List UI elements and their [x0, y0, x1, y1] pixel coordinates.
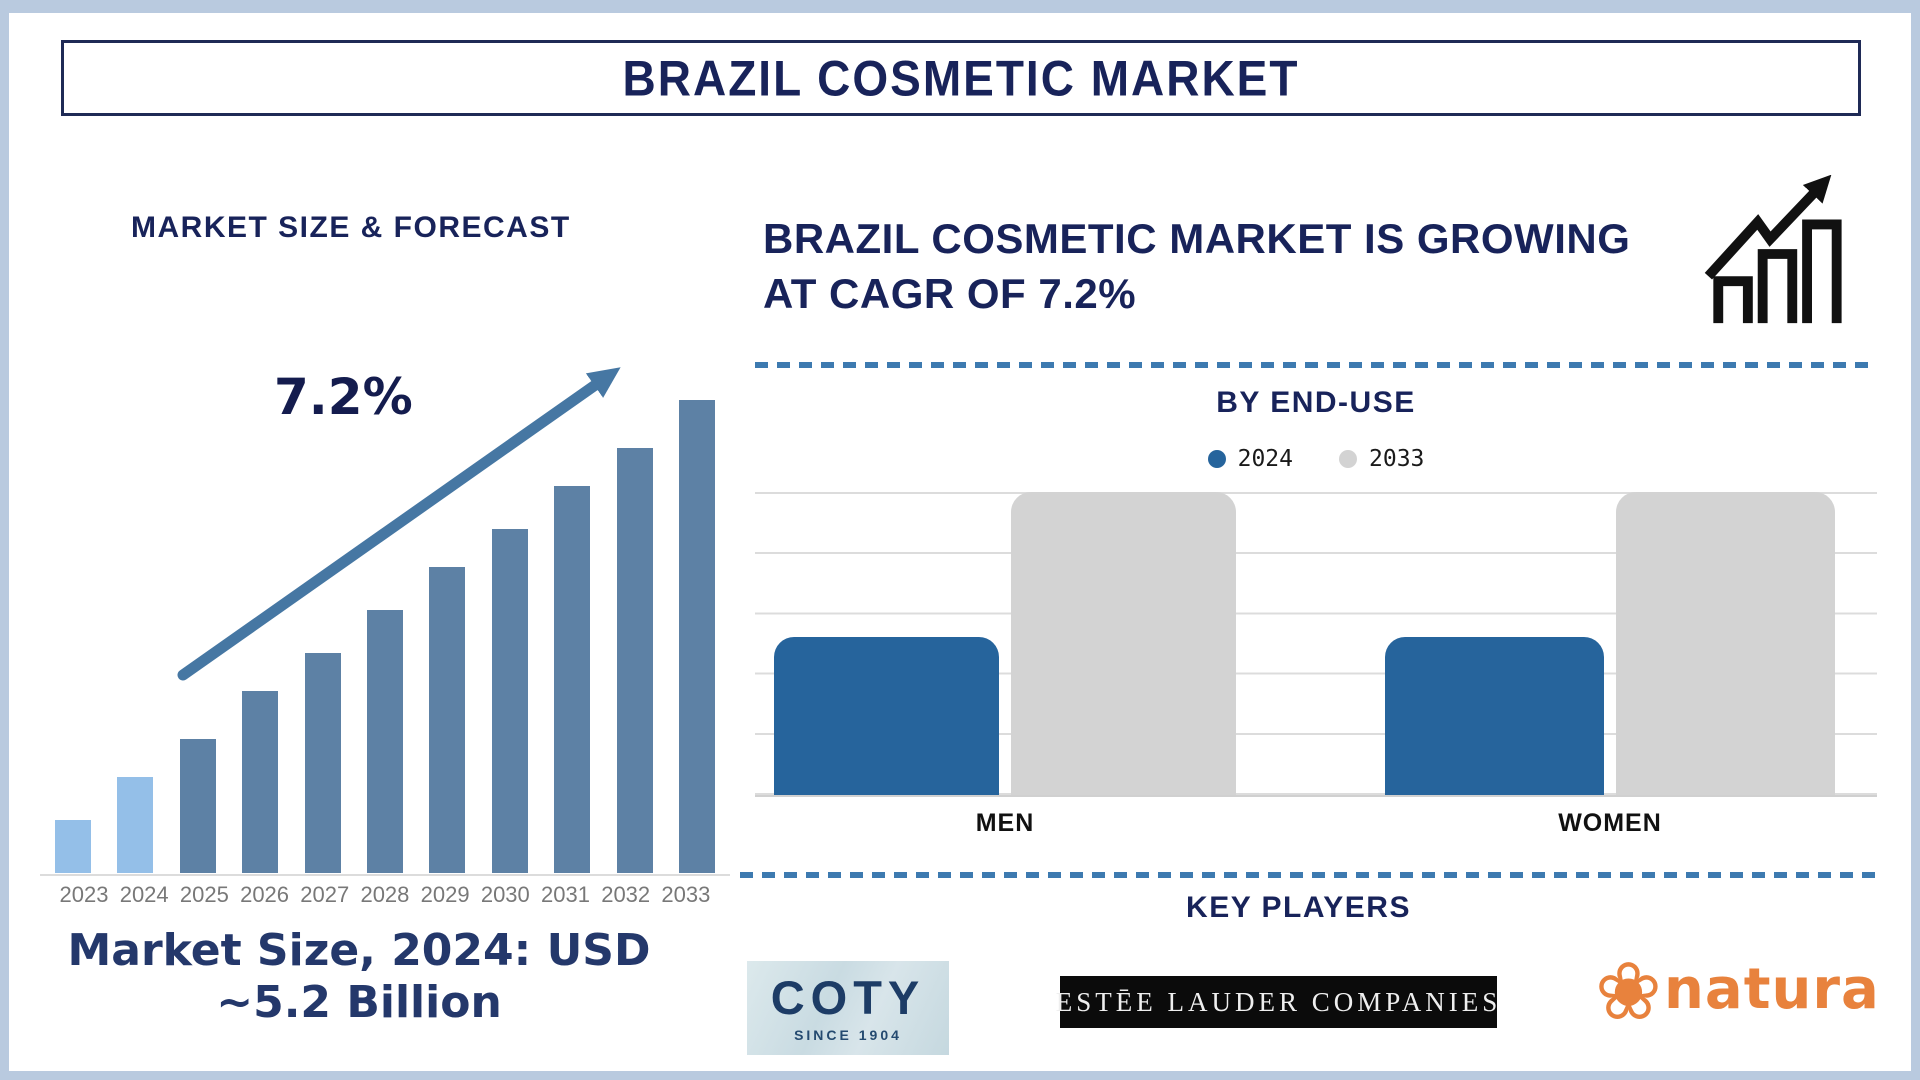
enduse-bar-men-2033 — [1011, 492, 1236, 795]
enduse-group-women — [1385, 492, 1835, 795]
enduse-group-men — [774, 492, 1236, 795]
forecast-year-2024: 2024 — [119, 882, 169, 907]
enduse-bar-men-2024 — [774, 637, 999, 795]
forecast-bar-2024 — [117, 777, 154, 873]
natura-logo: ❀ natura — [1595, 949, 1880, 1035]
forecast-bar-2023 — [55, 820, 91, 873]
forecast-year-2032: 2032 — [601, 882, 651, 907]
legend-label-2024: 2024 — [1237, 446, 1293, 472]
forecast-year-2023: 2023 — [59, 882, 109, 907]
forecast-bar-2025 — [179, 739, 216, 873]
market-size-line1: Market Size, 2024: USD — [67, 925, 651, 976]
market-size-callout: Market Size, 2024: USD ~5.2 Billion — [39, 925, 679, 1029]
forecast-year-2029: 2029 — [420, 882, 470, 907]
dashed-divider-top — [755, 362, 1877, 368]
forecast-bars — [55, 395, 715, 873]
forecast-bar-2033 — [678, 400, 715, 873]
enduse-label-women: WOMEN — [1558, 809, 1662, 837]
legend-dot-2024 — [1207, 450, 1226, 468]
growth-headline-line1: BRAZIL COSMETIC MARKET IS GROWING — [763, 215, 1631, 262]
forecast-year-2028: 2028 — [360, 882, 410, 907]
forecast-year-2026: 2026 — [240, 882, 290, 907]
forecast-bar-2031 — [554, 486, 591, 873]
forecast-bar-2028 — [366, 610, 403, 873]
forecast-year-2031: 2031 — [541, 882, 590, 907]
estee-lauder-logo: ESTĒE LAUDER COMPANIES — [1056, 976, 1497, 1028]
enduse-section-title: BY END-USE — [1216, 386, 1416, 419]
cagr-annotation: 7.2% — [274, 368, 413, 426]
infographic-page: BRAZIL COSMETIC MARKET MARKET SIZE & FOR… — [9, 13, 1911, 1071]
natura-logo-name: natura — [1664, 956, 1880, 1022]
forecast-year-labels: 2023 2024 2025 2026 2027 2028 2029 2030 2031 2032… — [55, 882, 715, 908]
market-size-line2: ~5.2 Billion — [216, 976, 502, 1028]
forecast-section-title: MARKET SIZE & FORECAST — [131, 211, 571, 244]
dashed-divider-bottom — [740, 872, 1877, 878]
coty-logo: COTY SINCE 1904 — [747, 961, 949, 1055]
trend-arrow-icon — [177, 367, 621, 681]
forecast-year-2027: 2027 — [300, 882, 350, 907]
enduse-bar-women-2024 — [1385, 637, 1604, 795]
legend-dot-2033 — [1339, 450, 1357, 468]
legend-label-2033: 2033 — [1369, 446, 1425, 472]
forecast-bar-2029 — [429, 567, 466, 873]
forecast-bar-2032 — [616, 448, 653, 873]
coty-logo-tagline: SINCE 1904 — [794, 1026, 902, 1043]
growth-chart-icon — [1704, 175, 1842, 324]
keyplayers-section-title: KEY PLAYERS — [1186, 891, 1411, 924]
growth-headline: BRAZIL COSMETIC MARKET IS GROWING AT CAG… — [763, 211, 1693, 322]
forecast-year-2033: 2033 — [661, 882, 711, 907]
main-title: BRAZIL COSMETIC MARKET — [622, 49, 1300, 107]
enduse-legend: 2024 2033 — [755, 446, 1877, 472]
enduse-label-men: MEN — [975, 809, 1035, 837]
legend-item-2033: 2033 — [1339, 446, 1424, 472]
main-title-box: BRAZIL COSMETIC MARKET — [61, 40, 1861, 116]
estee-lauder-logo-name: ESTĒE LAUDER COMPANIES — [1055, 986, 1502, 1017]
forecast-year-2030: 2030 — [480, 882, 530, 907]
forecast-bar-2026 — [242, 691, 279, 873]
enduse-category-labels: MEN WOMEN — [755, 809, 1877, 839]
enduse-chart-area — [755, 492, 1877, 797]
growth-headline-line2: AT CAGR OF 7.2% — [763, 270, 1137, 318]
natura-flower-icon: ❀ — [1595, 945, 1663, 1038]
legend-item-2024: 2024 — [1207, 446, 1293, 472]
forecast-year-2025: 2025 — [179, 882, 229, 907]
forecast-bar-2027 — [304, 653, 341, 873]
forecast-axis-line — [40, 874, 730, 876]
enduse-bar-women-2033 — [1616, 492, 1835, 795]
forecast-bar-2030 — [491, 529, 528, 873]
coty-logo-name: COTY — [770, 970, 926, 1024]
